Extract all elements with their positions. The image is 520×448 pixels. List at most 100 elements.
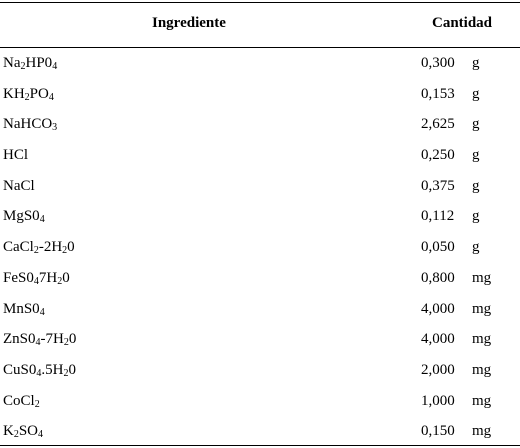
quantity-value: 2,000 [421,361,455,378]
formula-text: KH [3,85,25,102]
quantity-unit: mg [472,423,492,440]
quantity-value: 0,150 [421,423,455,440]
formula-text: 7H [38,269,58,286]
quantity-unit: g [472,208,480,225]
quantity-value: 0,112 [421,208,455,225]
table-row: FeS047H20 0,800 mg [0,262,520,293]
quantity-unit: g [472,239,480,256]
quantity-unit: g [472,116,480,133]
formula-text: 0 [62,269,70,286]
quantity-value: 0,050 [421,239,455,256]
quantity-unit: mg [472,331,492,348]
quantity-value: 0,375 [421,177,455,194]
table-row: MnS04 4,000 mg [0,293,520,324]
ingredient-name: NaCl [3,177,35,195]
formula-subscript: 4 [52,61,58,72]
quantity-value: 4,000 [421,331,455,348]
ingredient-name: CuS04.5H20 [3,361,76,379]
formula-subscript: 4 [33,275,39,287]
ingredient-name: ZnS04-7H20 [3,330,76,348]
quantity-unit: g [472,85,480,102]
formula-subscript: 3 [52,122,58,134]
ingredient-name: Na2HP04 [3,54,57,72]
quantity-unit: g [472,147,480,164]
formula-text: HCl [3,147,29,164]
table-body: Na2HP04 0,300 g KH2PO4 0,153 g NaHCO3 2,625 g HCl… [0,47,520,446]
table-row: CaCl2-2H20 0,050 g [0,231,520,262]
quantity-value: 0,153 [421,85,455,102]
formula-text: K [3,423,14,440]
quantity-value: 1,000 [421,392,455,409]
ingredient-name: MnS04 [3,300,45,318]
ingredient-name: MgS04 [3,207,45,225]
ingredient-name: FeS047H20 [3,269,70,287]
formula-subscript: 2 [20,61,26,72]
ingredient-name: CaCl2-2H20 [3,238,75,256]
formula-text: .5H [41,361,64,378]
quantity-unit: mg [472,392,492,409]
ingredient-name: HCl [3,146,28,164]
formula-text: MnS0 [3,300,40,317]
formula-subscript: 2 [63,337,69,349]
ingredient-name: NaHCO3 [3,115,57,133]
formula-text: CaCl [3,239,34,256]
formula-text: NaHCO [3,116,53,133]
header-rule [0,47,520,48]
formula-text: 0 [68,331,77,348]
quantity-unit: g [472,177,480,194]
table-row: CuS04.5H20 2,000 mg [0,354,520,385]
formula-text: PO [29,85,49,102]
table-row: ZnS04-7H20 4,000 mg [0,323,520,354]
table-row: HCl 0,250 g [0,139,520,170]
formula-text: 0 [68,361,76,378]
quantity-unit: g [472,55,480,71]
formula-text: NaCl [3,177,35,194]
formula-text: ZnS0 [3,331,36,348]
table-row: CoCl2 1,000 mg [0,385,520,416]
table-row: Na2HP04 0,300 g [0,47,520,78]
formula-subscript: 2 [24,91,30,103]
formula-text: Na [3,55,21,71]
quantity-unit: mg [472,361,492,378]
formula-subscript: 4 [35,337,41,349]
table-row: K2SO4 0,150 mg [0,415,520,446]
formula-subscript: 4 [36,367,42,379]
quantity-unit: mg [472,269,492,286]
top-rule [0,2,520,3]
header-quantity: Cantidad [432,15,493,31]
bottom-rule [0,445,520,446]
ingredient-name: K2SO4 [3,422,43,440]
formula-subscript: 2 [63,367,69,379]
formula-text: 0 [67,239,75,256]
formula-subscript: 2 [62,245,68,257]
formula-subscript: 4 [48,91,54,103]
formula-text: FeS0 [3,269,34,286]
formula-text: CuS0 [3,361,37,378]
formula-text: HP0 [25,55,53,71]
quantity-value: 4,000 [421,300,455,317]
formula-subscript: 2 [33,245,39,257]
formula-subscript: 2 [57,275,63,287]
quantity-value: 0,800 [421,269,455,286]
quantity-value: 0,300 [421,55,455,71]
formula-text: CoCl [3,392,35,409]
table-row: MgS04 0,112 g [0,200,520,231]
formula-subscript: 4 [39,214,45,226]
header-ingredient: Ingrediente [152,15,226,31]
formula-text: -7H [40,331,64,348]
formula-subscript: 2 [34,398,40,410]
formula-subscript: 2 [13,429,19,441]
formula-text: -2H [38,239,63,256]
ingredient-name: KH2PO4 [3,85,54,103]
table-row: NaCl 0,375 g [0,170,520,201]
quantity-value: 2,625 [421,116,455,133]
formula-subscript: 4 [39,306,45,318]
table-row: KH2PO4 0,153 g [0,78,520,109]
formula-text: SO [18,423,39,440]
ingredient-name: CoCl2 [3,392,40,410]
table-row: NaHCO3 2,625 g [0,108,520,139]
quantity-unit: mg [472,300,492,317]
quantity-value: 0,250 [421,147,455,164]
formula-subscript: 4 [38,429,44,441]
